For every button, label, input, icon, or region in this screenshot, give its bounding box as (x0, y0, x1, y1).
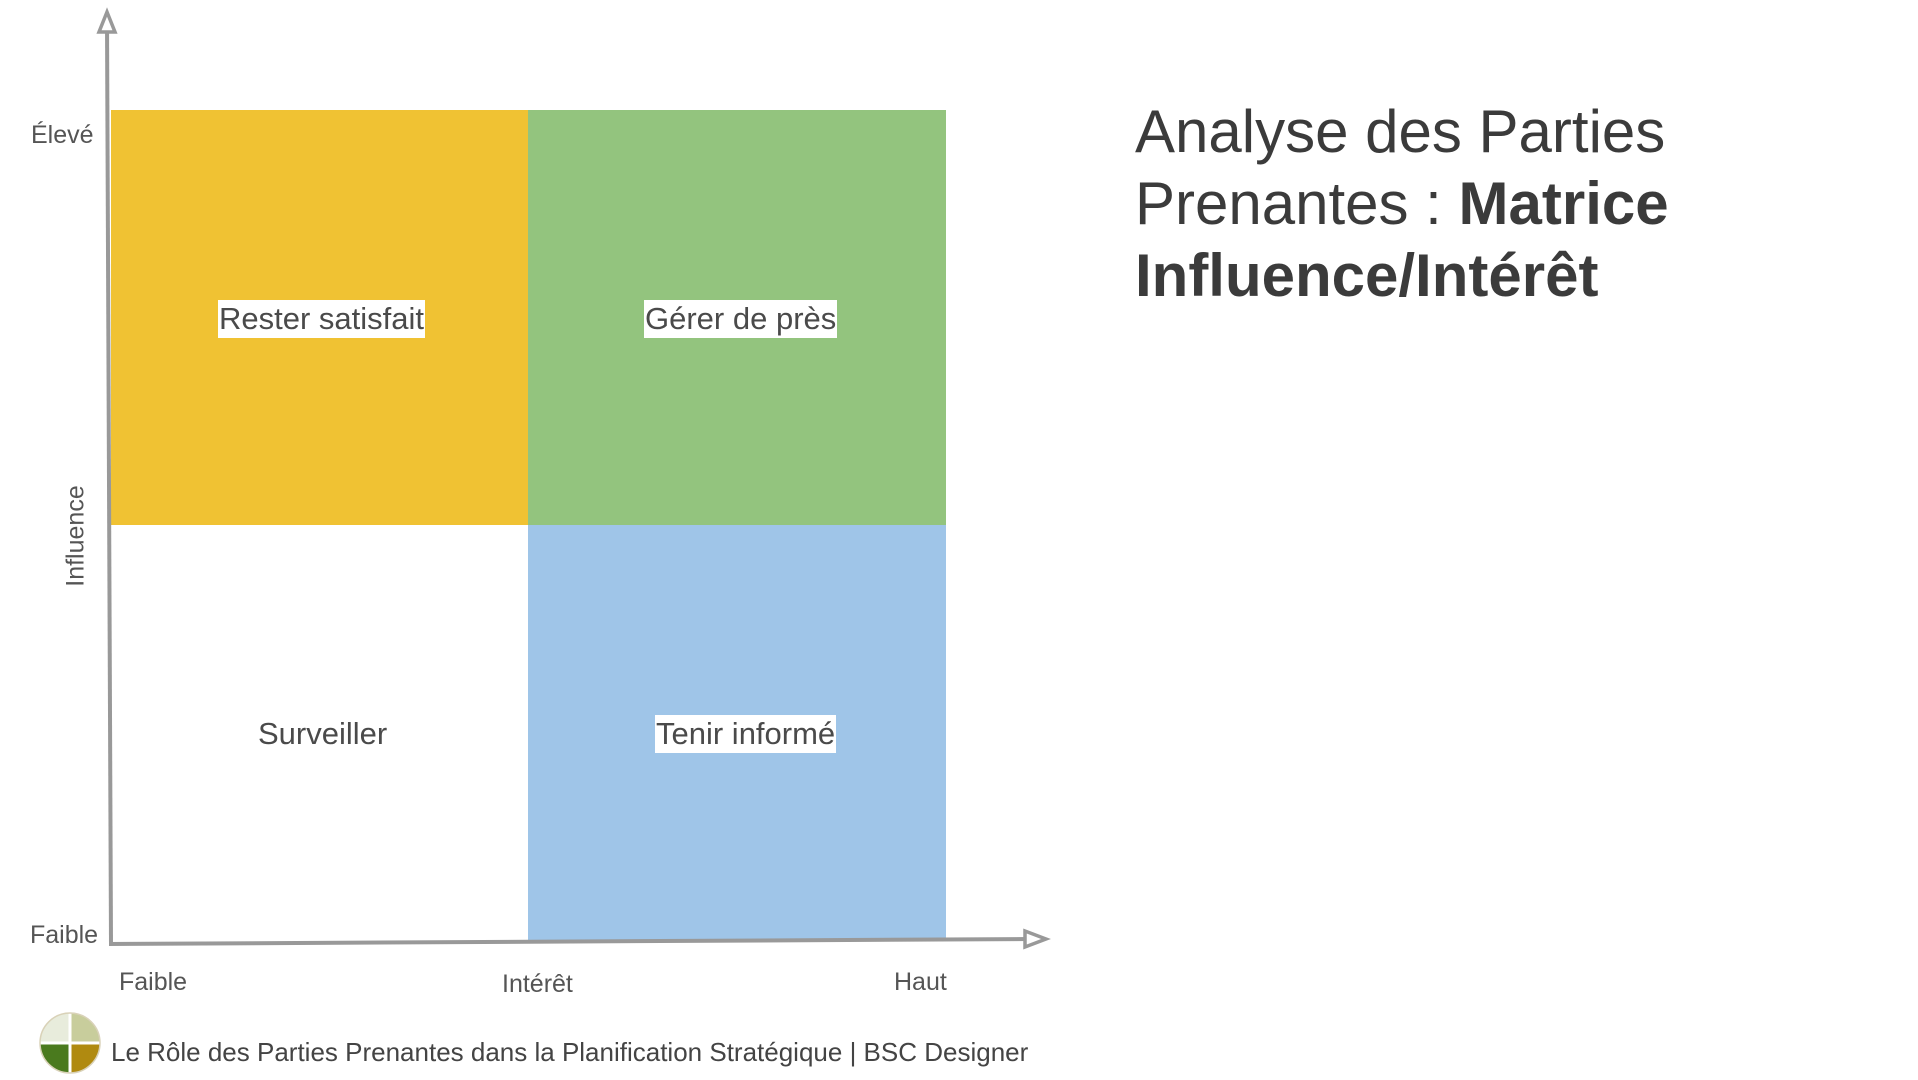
quadrant-monitor (111, 525, 528, 940)
page-title: Analyse des Parties Prenantes : Matrice … (1135, 96, 1875, 312)
quadrant-label-manage-closely: Gérer de près (644, 300, 838, 338)
title-line-1: Analyse des Parties (1135, 98, 1666, 165)
y-axis (96, 7, 118, 946)
title-line-3-bold: Influence/Intérêt (1135, 242, 1599, 309)
quadrant-label-keep-satisfied: Rester satisfait (218, 300, 426, 338)
x-axis (108, 928, 1051, 950)
quadrant-label-monitor: Surveiller (258, 716, 388, 751)
x-axis-arrow-icon (1023, 928, 1051, 950)
footer-caption: Le Rôle des Parties Prenantes dans la Pl… (111, 1037, 1029, 1067)
bsc-designer-logo-icon (39, 1012, 101, 1074)
y-axis-low-label: Faible (30, 921, 99, 949)
title-line-2: Prenantes : Matrice (1135, 168, 1875, 240)
x-axis-low-label: Faible (119, 968, 188, 996)
title-line-3: Influence/Intérêt (1135, 240, 1875, 312)
x-axis-high-label: Haut (894, 968, 947, 996)
title-line-2-bold: Matrice (1458, 170, 1669, 237)
quadrant-label-keep-informed: Tenir informé (655, 715, 837, 753)
x-axis-title: Intérêt (502, 970, 573, 998)
y-axis-high-label: Élevé (31, 121, 94, 149)
title-line-2-regular: Prenantes : (1135, 170, 1459, 237)
y-axis-arrow-icon (96, 7, 118, 34)
y-axis-title: Influence (61, 485, 90, 587)
